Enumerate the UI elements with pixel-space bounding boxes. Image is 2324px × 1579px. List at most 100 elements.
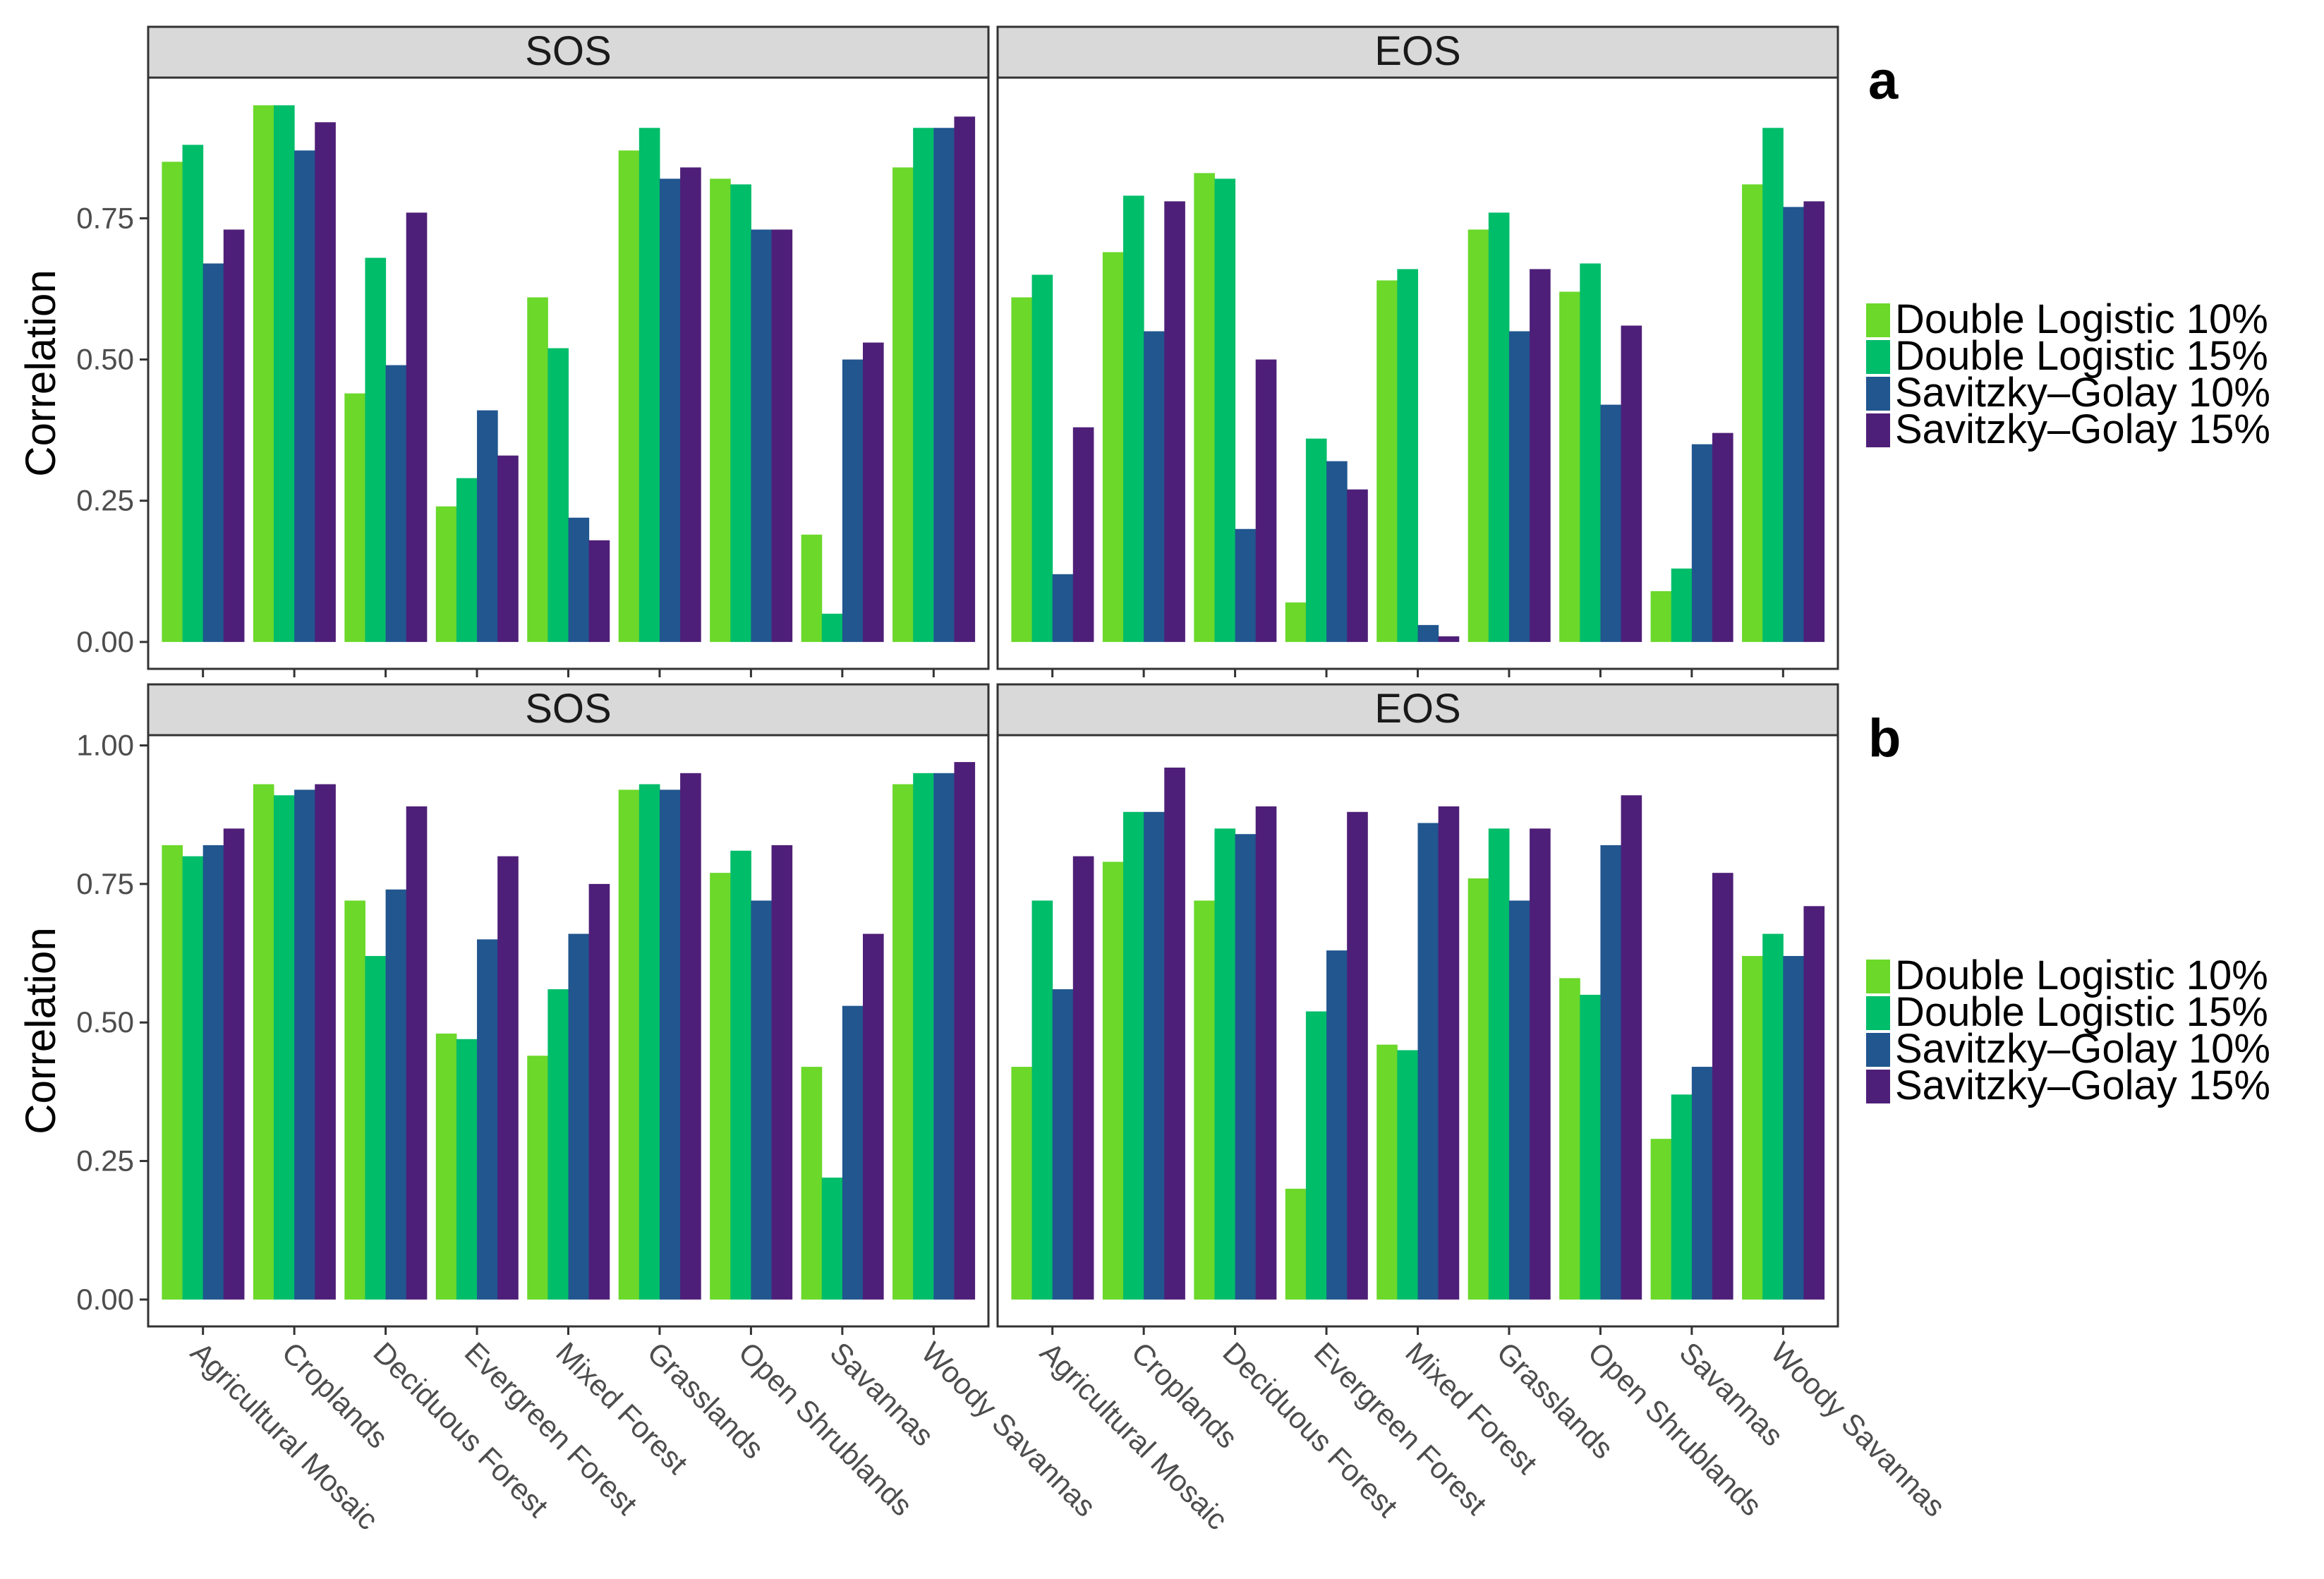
y-tick-label: 0.50 — [76, 1005, 134, 1039]
bar-deciduous-forest-s4 — [406, 806, 428, 1300]
bar-mixed-forest-s2 — [1397, 269, 1418, 642]
bar-open-shrublands-s3 — [751, 900, 773, 1300]
x-tick-label: Evergreen Forest — [459, 1336, 644, 1521]
bar-agricultural-mosaic-s2 — [182, 856, 204, 1300]
legend-key — [1866, 340, 1890, 374]
bar-woody-savannas-s3 — [1783, 955, 1804, 1300]
bar-agricultural-mosaic-s4 — [223, 229, 245, 642]
bar-mixed-forest-s1 — [1376, 1044, 1398, 1300]
y-axis-label: Correlation — [17, 270, 64, 476]
bar-mixed-forest-s4 — [1438, 636, 1460, 642]
bar-evergreen-forest-s1 — [1285, 1188, 1307, 1300]
y-tick-label: 0.25 — [76, 1144, 134, 1178]
bar-evergreen-forest-s1 — [1285, 602, 1307, 642]
bar-savannas-s1 — [1650, 1139, 1672, 1300]
facet-title: SOS — [525, 28, 612, 74]
bar-croplands-s4 — [315, 784, 336, 1300]
legend-label: Savitzky–Golay 15% — [1895, 406, 2270, 452]
bar-open-shrublands-s1 — [710, 179, 731, 642]
bar-croplands-s2 — [1123, 811, 1144, 1300]
bar-woody-savannas-s2 — [1762, 933, 1784, 1300]
bar-croplands-s3 — [294, 150, 315, 642]
bar-agricultural-mosaic-s4 — [1072, 427, 1094, 642]
x-tick-label: Deciduous Forest — [1216, 1336, 1404, 1523]
bar-open-shrublands-s4 — [1621, 325, 1642, 642]
bar-open-shrublands-s1 — [1559, 978, 1580, 1300]
bar-croplands-s2 — [274, 105, 295, 642]
bar-savannas-s3 — [1691, 1067, 1713, 1300]
bar-agricultural-mosaic-s3 — [1052, 989, 1074, 1300]
y-tick-label: 0.75 — [76, 201, 134, 234]
bar-savannas-s3 — [842, 359, 864, 642]
y-tick-label: 0.25 — [76, 484, 134, 517]
bar-open-shrublands-s4 — [1621, 795, 1642, 1300]
bar-croplands-s4 — [1164, 201, 1185, 642]
bar-croplands-s2 — [274, 795, 295, 1300]
x-tick-label: Open Shrublands — [732, 1336, 919, 1522]
bar-savannas-s2 — [821, 1178, 843, 1300]
legend-key — [1866, 413, 1890, 447]
bar-evergreen-forest-s1 — [435, 506, 457, 642]
bar-deciduous-forest-s1 — [1194, 173, 1215, 642]
panel-letter: a — [1868, 51, 1899, 111]
bar-mixed-forest-s2 — [547, 989, 569, 1300]
bar-deciduous-forest-s3 — [1235, 834, 1257, 1300]
bar-croplands-s1 — [253, 105, 274, 642]
bar-open-shrublands-s1 — [1559, 291, 1580, 642]
bar-grasslands-s1 — [1467, 229, 1489, 642]
bar-croplands-s1 — [253, 784, 274, 1300]
bar-savannas-s1 — [801, 534, 823, 642]
panel-letter: b — [1868, 708, 1901, 768]
bar-grasslands-s3 — [659, 790, 681, 1300]
bar-grasslands-s1 — [1467, 878, 1489, 1300]
bar-savannas-s4 — [1712, 432, 1733, 642]
bar-croplands-s1 — [1102, 252, 1124, 642]
x-tick-label: Deciduous Forest — [367, 1336, 555, 1523]
legend-label: Double Logistic 10% — [1895, 952, 2268, 998]
bar-mixed-forest-s4 — [588, 540, 610, 642]
bar-mixed-forest-s2 — [1397, 1050, 1418, 1300]
bar-grasslands-s3 — [659, 179, 681, 642]
bar-grasslands-s4 — [1530, 828, 1551, 1300]
bar-mixed-forest-s1 — [527, 1055, 548, 1300]
bar-agricultural-mosaic-s1 — [1011, 297, 1033, 642]
bar-savannas-s4 — [862, 933, 884, 1300]
bar-evergreen-forest-s4 — [497, 856, 519, 1300]
bar-mixed-forest-s4 — [1438, 806, 1460, 1300]
y-tick-label: 0.00 — [76, 1283, 134, 1316]
bar-woody-savannas-s3 — [933, 128, 955, 642]
facet-title: EOS — [1374, 28, 1461, 74]
bar-woody-savannas-s4 — [1803, 201, 1825, 642]
bar-grasslands-s4 — [1530, 269, 1551, 642]
bar-deciduous-forest-s3 — [385, 889, 407, 1300]
bar-savannas-s3 — [842, 1005, 864, 1300]
legend-key — [1866, 996, 1890, 1030]
legend-label: Savitzky–Golay 10% — [1895, 370, 2270, 416]
bar-croplands-s3 — [1144, 331, 1165, 642]
bar-agricultural-mosaic-s4 — [223, 828, 245, 1300]
bar-croplands-s1 — [1102, 861, 1124, 1300]
bar-evergreen-forest-s3 — [1326, 950, 1348, 1300]
bar-mixed-forest-s1 — [527, 297, 548, 642]
bar-croplands-s3 — [1144, 811, 1165, 1300]
legend-key — [1866, 1033, 1890, 1067]
bar-woody-savannas-s3 — [933, 773, 955, 1300]
bar-croplands-s4 — [1164, 767, 1185, 1300]
bar-agricultural-mosaic-s2 — [1031, 900, 1053, 1300]
bar-evergreen-forest-s2 — [456, 1039, 478, 1300]
bar-evergreen-forest-s4 — [1347, 489, 1368, 642]
bar-agricultural-mosaic-s3 — [202, 845, 224, 1300]
facet-strip — [996, 25, 1839, 79]
bar-savannas-s2 — [821, 613, 843, 642]
legend-key — [1866, 377, 1890, 411]
y-tick-label: 1.00 — [76, 729, 134, 762]
bar-evergreen-forest-s1 — [435, 1033, 457, 1300]
bar-evergreen-forest-s3 — [477, 939, 498, 1300]
bar-agricultural-mosaic-s1 — [162, 845, 183, 1300]
bar-deciduous-forest-s4 — [1255, 359, 1277, 642]
bar-deciduous-forest-s2 — [1214, 828, 1236, 1300]
bar-savannas-s1 — [801, 1067, 823, 1300]
bar-grasslands-s4 — [680, 167, 701, 642]
bar-woody-savannas-s1 — [892, 167, 914, 642]
bar-open-shrublands-s2 — [730, 850, 751, 1300]
